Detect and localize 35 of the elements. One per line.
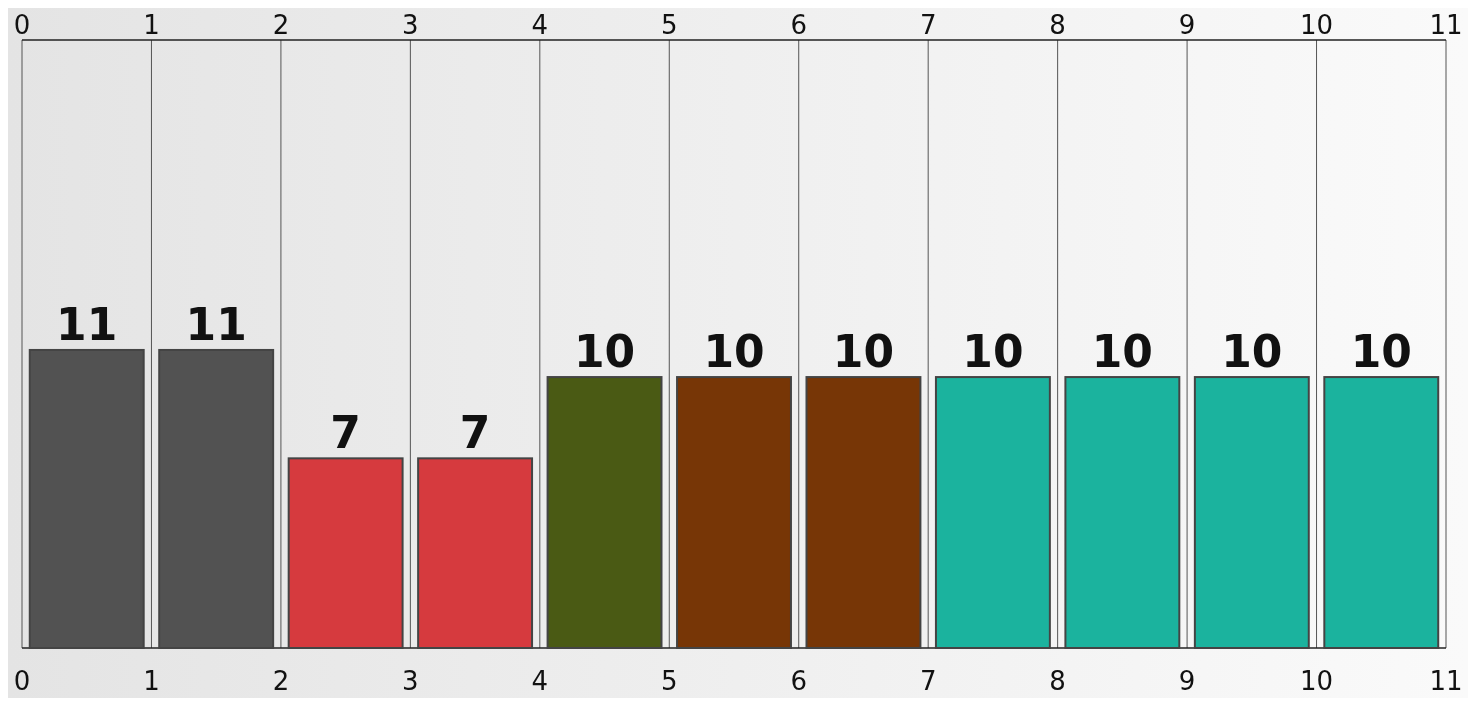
x-tick-label: 9 — [1178, 10, 1196, 40]
x-tick-label: 6 — [790, 10, 807, 40]
data-label: 10 — [962, 326, 1024, 378]
x2-tick-label: 6 — [790, 666, 807, 696]
data-label: 10 — [1350, 326, 1412, 378]
x2-tick-label: 9 — [1178, 666, 1196, 696]
x-tick-label: 1 — [143, 10, 160, 40]
data-label: 10 — [832, 326, 895, 378]
data-label: 10 — [1221, 326, 1283, 378]
x2-tick-label: 1 — [143, 666, 160, 696]
x2-tick-label: 10 — [1300, 666, 1334, 696]
data-label: 7 — [330, 407, 361, 459]
x2-tick-label: 4 — [531, 666, 549, 696]
x-tick-label: 8 — [1049, 10, 1066, 40]
x2-tick-label: 8 — [1049, 666, 1066, 696]
data-label: 11 — [185, 298, 247, 350]
x-tick-label: 11 — [1429, 10, 1463, 40]
x-tick-label: 10 — [1300, 10, 1334, 40]
x-tick-label: 7 — [919, 10, 937, 40]
x2-tick-label: 11 — [1429, 666, 1463, 696]
x2-tick-label: 3 — [402, 666, 419, 696]
x-tick-label: 4 — [531, 10, 549, 40]
x-tick-label: 0 — [13, 10, 31, 40]
data-label: 10 — [1091, 326, 1153, 378]
x-tick-label: 2 — [272, 10, 290, 40]
x2-tick-label: 0 — [13, 666, 31, 696]
x-tick-label: 3 — [402, 10, 419, 40]
x2-tick-label: 5 — [661, 666, 678, 696]
data-label: 7 — [459, 407, 491, 459]
x2-tick-label: 2 — [272, 666, 290, 696]
data-label: 11 — [56, 298, 118, 350]
data-label: 10 — [573, 326, 636, 378]
x2-tick-label: 7 — [919, 666, 937, 696]
data-label: 10 — [703, 326, 765, 378]
x-tick-label: 5 — [661, 10, 678, 40]
